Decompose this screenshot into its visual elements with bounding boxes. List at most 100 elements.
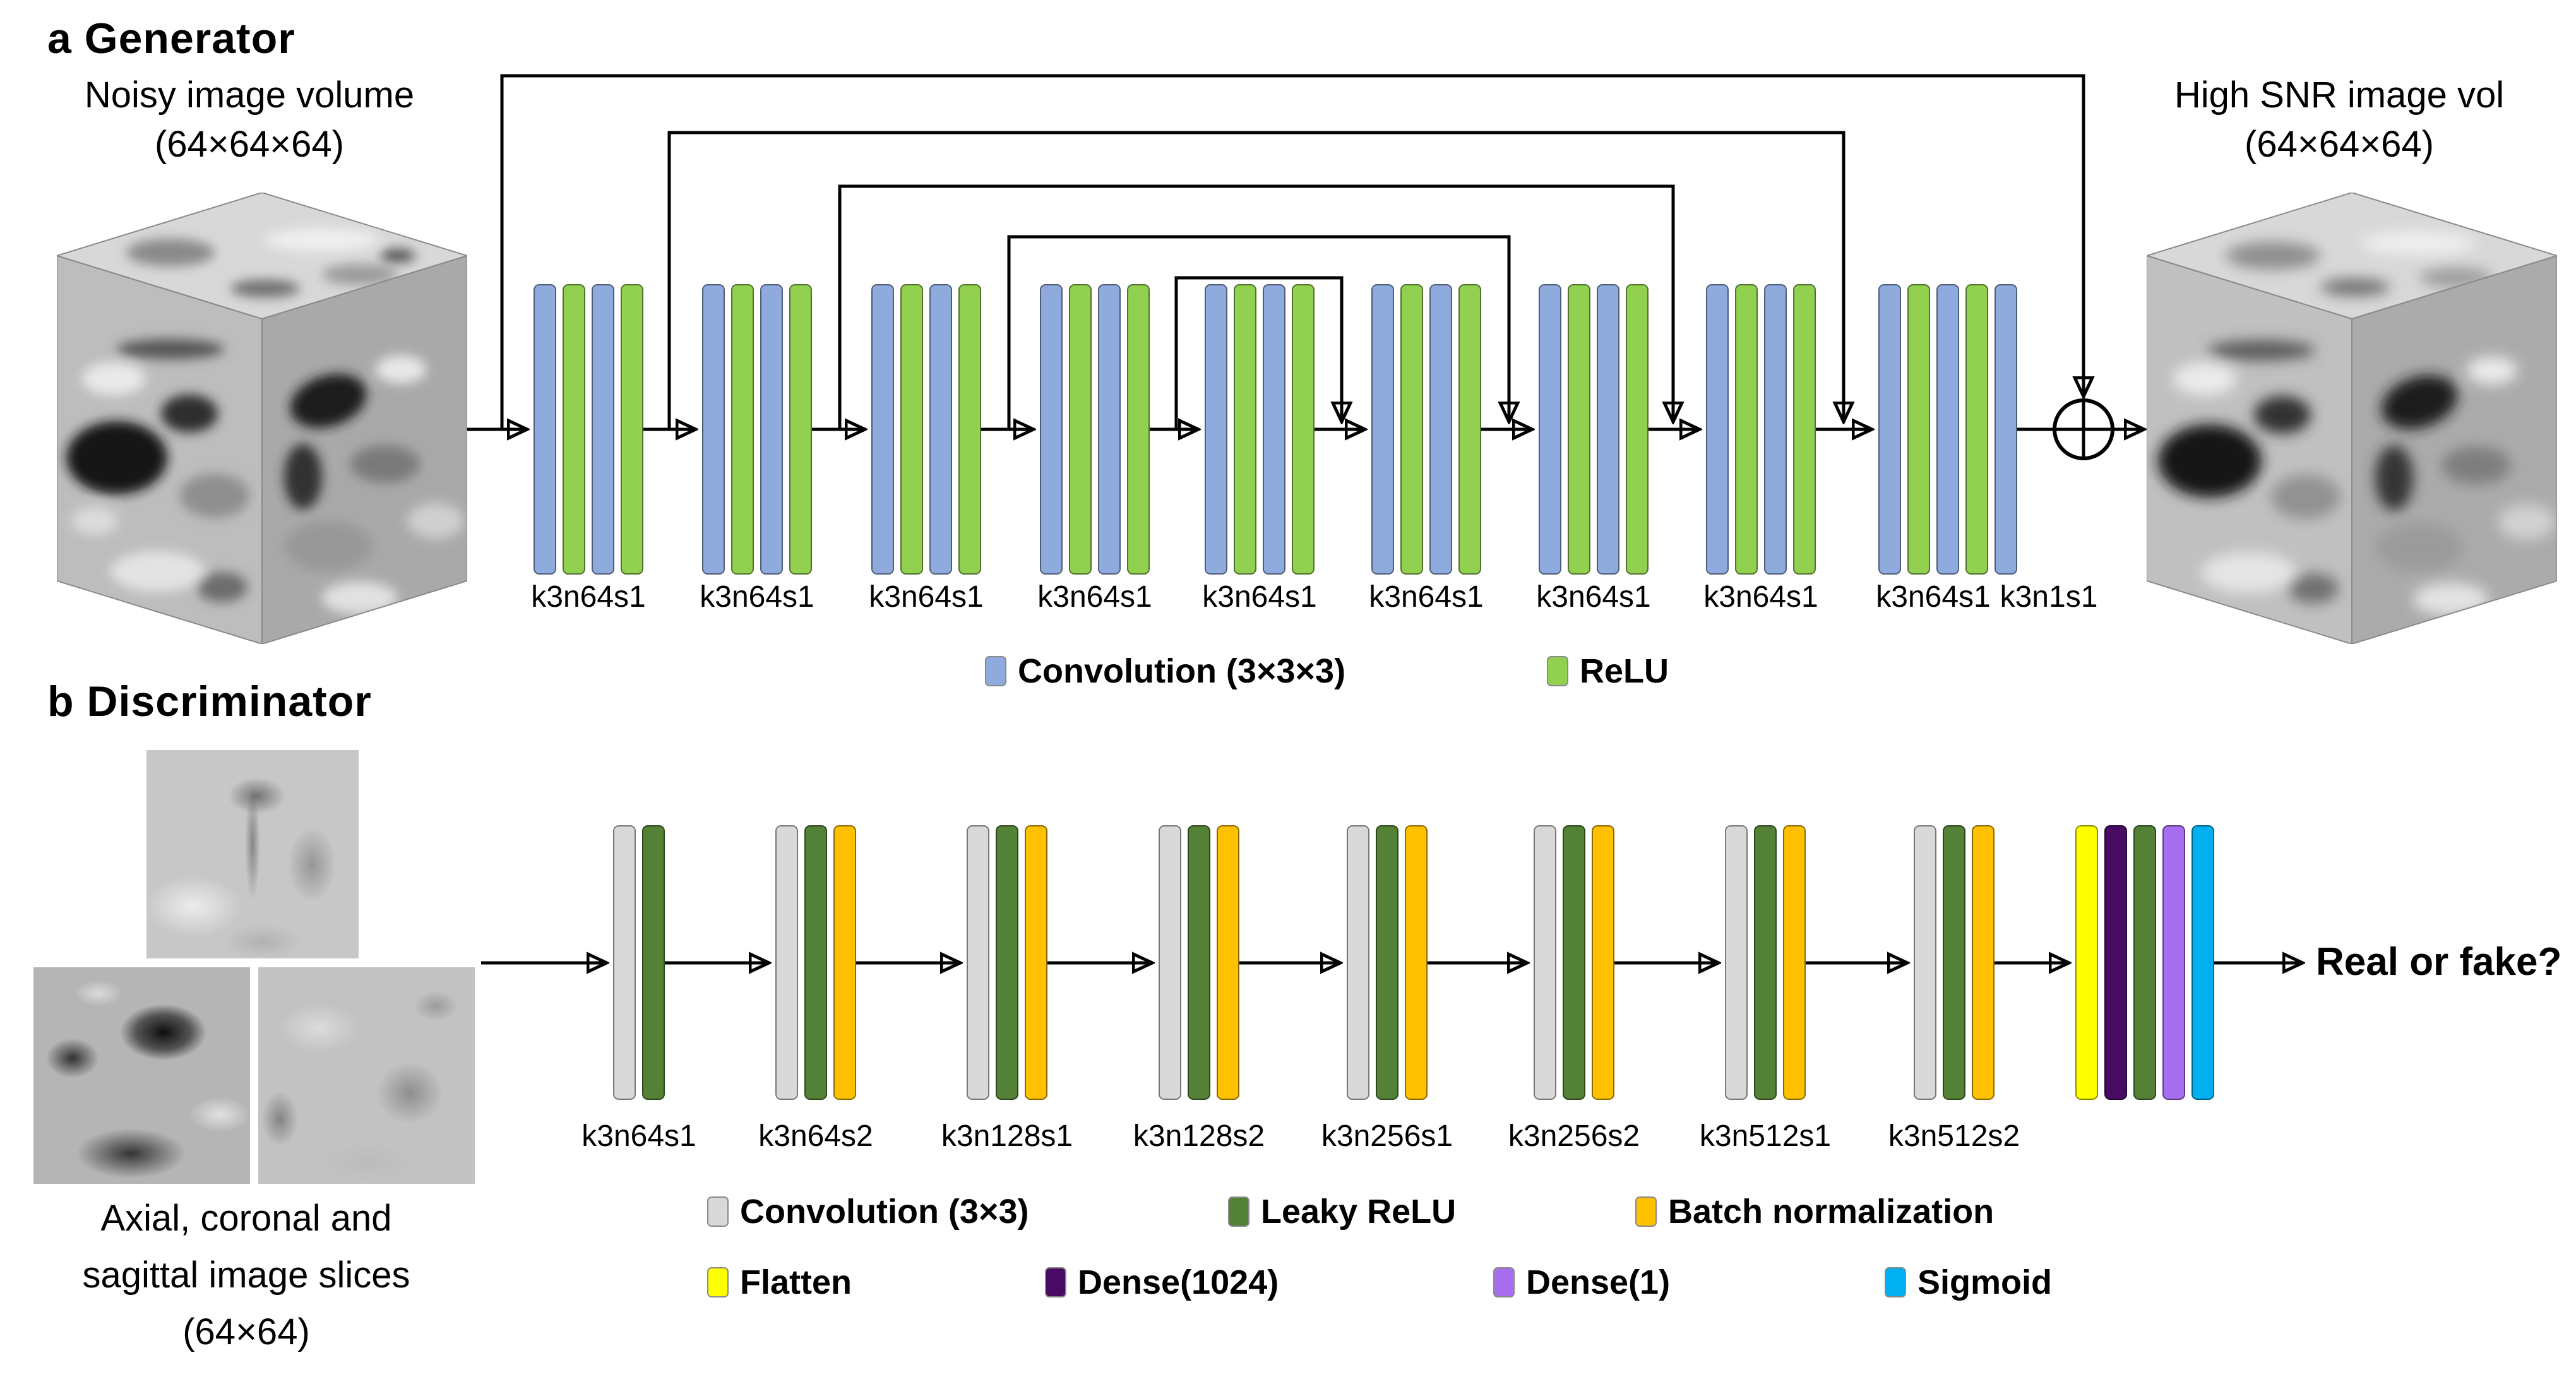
discriminator-dense-head [2075, 825, 2214, 1100]
relu-bar [1069, 284, 1092, 575]
legend-item-convolution-3d: Convolution (3×3×3) [985, 652, 1345, 691]
conv3d-bar [702, 284, 725, 575]
relu-bar [731, 284, 754, 575]
discriminator-block-7 [1725, 825, 1806, 1100]
relu-bar [1626, 284, 1649, 575]
discriminator-block-4 [1159, 825, 1239, 1100]
skip-connection-4 [1007, 235, 1509, 429]
legend-label: Leaky ReLU [1261, 1193, 1457, 1231]
relu-bar [1458, 284, 1481, 575]
skip-connection-inner [1174, 276, 1342, 429]
generator-input-label-line1: Noisy image volume [84, 75, 415, 116]
generator-block-label: k3n64s1 [1202, 580, 1317, 614]
sagittal-slice-image [258, 967, 475, 1184]
noisy-volume-image [54, 191, 470, 647]
leaky-relu-bar [804, 825, 827, 1100]
discriminator-block-label: k3n256s1 [1321, 1119, 1453, 1153]
batch-norm-bar [1972, 825, 1995, 1100]
leaky-relu-bar [2133, 825, 2156, 1100]
legend-label: Sigmoid [1917, 1263, 2052, 1301]
flatten-swatch-icon [707, 1267, 729, 1298]
legend-item-dense-1: Dense(1) [1493, 1263, 1670, 1302]
conv3d-bar [1040, 284, 1063, 575]
batch-norm-bar [1405, 825, 1428, 1100]
discriminator-block-label: k3n128s2 [1133, 1119, 1265, 1153]
legend-label: Batch normalization [1668, 1193, 1995, 1231]
generator-block-4 [1040, 284, 1150, 575]
conv3d-bar [1706, 284, 1729, 575]
relu-bar [789, 284, 812, 575]
dense-1-swatch-icon [1493, 1267, 1515, 1298]
conv2d-bar [1347, 825, 1369, 1100]
coronal-slice-image [33, 967, 250, 1184]
sigmoid-swatch-icon [1885, 1267, 1906, 1298]
relu-bar [1965, 284, 1988, 575]
discriminator-input-caption: Axial, coronal and sagittal image slices… [6, 1190, 486, 1361]
relu-bar [1292, 284, 1315, 575]
discriminator-block-3 [967, 825, 1047, 1100]
generator-block-6 [1371, 284, 1481, 575]
discriminator-block-label: k3n512s1 [1699, 1119, 1832, 1153]
dense-1-bar [2162, 825, 2185, 1100]
conv2d-bar [1534, 825, 1556, 1100]
generator-block-9 [1878, 284, 2017, 575]
discriminator-block-label: k3n64s1 [581, 1119, 696, 1153]
final-conv3d-bar [1995, 284, 2017, 575]
conv3d-bar [1263, 284, 1285, 575]
generator-input-label: Noisy image volume (64×64×64) [35, 71, 464, 169]
conv3d-bar [1098, 284, 1121, 575]
discriminator-block-5 [1347, 825, 1428, 1100]
axial-slice-image [146, 750, 359, 958]
conv3d-bar [760, 284, 783, 575]
leaky-relu-bar [1376, 825, 1398, 1100]
high-snr-volume-image [2144, 191, 2560, 647]
sigmoid-bar [2191, 825, 2214, 1100]
relu-bar [1234, 284, 1256, 575]
legend-label: Convolution (3×3) [740, 1193, 1029, 1231]
discriminator-input-caption-line3: (64×64) [182, 1311, 310, 1352]
conv2d-bar [1914, 825, 1936, 1100]
dense-1024-swatch-icon [1045, 1267, 1066, 1298]
relu-bar [1568, 284, 1590, 575]
generator-block-label: k3n1s1 [2000, 580, 2098, 614]
batch-norm-bar [833, 825, 856, 1100]
generator-output-label: High SNR image vol (64×64×64) [2115, 71, 2563, 169]
generator-block-2 [702, 284, 812, 575]
conv3d-bar [1539, 284, 1561, 575]
leaky-relu-bar [1943, 825, 1965, 1100]
legend-label: Flatten [740, 1263, 852, 1301]
flatten-bar [2075, 825, 2098, 1100]
real-or-fake-label: Real or fake? [2316, 940, 2562, 984]
legend-item-batch-normalization: Batch normalization [1635, 1192, 1994, 1231]
skip-connections [500, 74, 2084, 429]
mri-cube-output-svg [2144, 191, 2560, 645]
conv3d-bar [1597, 284, 1619, 575]
conv3d-bar [871, 284, 894, 575]
generator-block-label: k3n64s1 [1037, 580, 1152, 614]
skip-connection-3 [838, 184, 1673, 429]
conv3d-bar [1429, 284, 1452, 575]
conv3d-bar [1205, 284, 1227, 575]
legend-item-sigmoid: Sigmoid [1885, 1263, 2052, 1302]
leaky-relu-bar [996, 825, 1018, 1100]
legend-label: Dense(1024) [1078, 1263, 1279, 1301]
discriminator-block-6 [1534, 825, 1614, 1100]
skip-connection-2 [667, 131, 1844, 429]
sum-node-icon [2053, 398, 2114, 460]
discriminator-section-title: b Discriminator [47, 677, 372, 725]
generator-block-label: k3n64s1 [1369, 580, 1484, 614]
conv2d-bar [1159, 825, 1181, 1100]
legend-item-convolution-2d: Convolution (3×3) [707, 1192, 1029, 1231]
generator-block-label: k3n64s1 [1703, 580, 1818, 614]
conv2d-bar [967, 825, 989, 1100]
relu-bar [1127, 284, 1150, 575]
legend-item-relu: ReLU [1547, 652, 1669, 691]
generator-block-label: k3n64s1 [531, 580, 646, 614]
conv3d-bar [534, 284, 556, 575]
legend-label: Convolution (3×3×3) [1018, 652, 1346, 690]
conv3d-bar [592, 284, 614, 575]
leaky-relu-bar [642, 825, 665, 1100]
discriminator-block-label: k3n128s1 [941, 1119, 1073, 1153]
discriminator-block-label: k3n64s2 [758, 1119, 873, 1153]
